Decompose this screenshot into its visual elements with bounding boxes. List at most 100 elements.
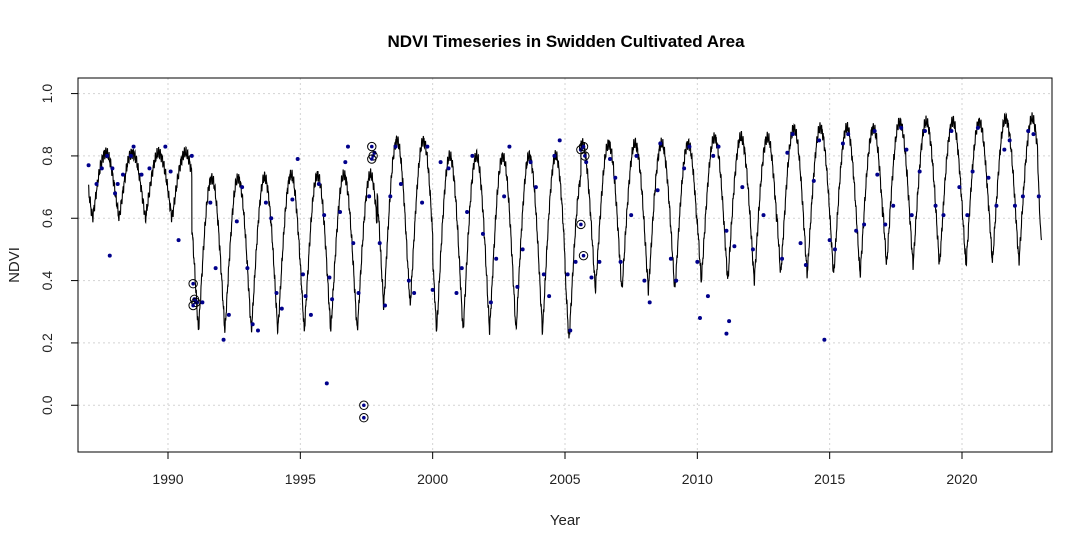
observation-point [975,125,980,130]
observation-point [891,203,896,208]
observation-point [494,256,499,261]
x-tick-label: 2020 [946,471,977,487]
x-axis: 1990 1995 2000 2005 2010 2015 2020 [152,452,978,487]
outlier-point [581,144,586,149]
observation-point [533,185,538,190]
outlier-point [583,154,587,158]
y-tick-label: 0.4 [39,271,55,291]
observation-point [308,312,313,317]
observation-point [300,272,305,277]
observation-point [520,247,525,252]
observation-point [459,266,464,271]
observation-point [565,272,570,277]
observation-point [711,153,716,158]
outlier-ring [580,151,590,161]
observation-point [811,178,816,183]
observation-point [438,160,443,165]
observation-point [446,166,451,171]
observation-point [899,125,904,130]
observation-point [697,315,702,320]
outlier-ring [578,250,589,261]
observation-point [245,266,250,271]
observation-point [120,172,125,177]
observation-point [917,169,922,174]
observation-point [189,153,194,158]
observation-point [168,169,173,174]
x-tick-label: 2015 [814,471,845,487]
outlier-point [369,144,374,149]
observation-point [343,160,348,165]
observation-point [480,231,485,236]
observation-point [724,228,729,233]
observation-point [1007,138,1012,143]
x-tick-label: 2005 [549,471,580,487]
observation-point [113,191,118,196]
observation-point [740,185,745,190]
observation-point [817,138,822,143]
observation-point [716,144,721,149]
observation-point [1020,194,1025,199]
observation-point [351,241,356,246]
observation-point [425,144,430,149]
observation-point [798,241,803,246]
observation-point [875,172,880,177]
outlier-point [362,415,366,420]
observation-point [263,200,268,205]
observation-point [994,203,999,208]
observation-point [634,153,639,158]
observation-point [345,144,350,149]
y-tick-label: 0.8 [39,146,55,166]
outlier-ring [188,300,198,311]
observation-point [316,181,321,186]
observation-point [727,319,732,324]
outlier-ring [359,413,369,423]
observation-point [94,181,99,186]
y-tick-label: 0.6 [39,208,55,228]
observation-point [695,259,700,264]
y-axis: 0.0 0.2 0.4 0.6 0.8 1.0 [39,84,78,415]
observation-point [568,328,573,333]
observation-point [840,141,845,146]
x-tick-label: 1990 [152,471,183,487]
outlier-ring [191,297,201,308]
observation-point [221,337,226,342]
observation-point [128,153,133,158]
observation-point [674,278,679,283]
observation-point [208,200,213,205]
outlier-ring [188,279,198,289]
observation-point [629,213,634,218]
y-tick-label: 0.0 [39,395,55,415]
observations [86,125,1041,386]
y-tick-label: 0.2 [39,333,55,353]
observation-point [949,128,954,133]
observation-point [528,160,533,165]
observation-point [541,272,546,277]
observation-point [110,166,115,171]
observation-point [86,163,91,168]
observation-point [465,210,470,215]
observation-point [552,153,557,158]
observation-point [213,266,218,271]
observation-point [904,147,909,152]
observation-point [139,172,144,177]
observation-point [668,256,673,261]
observation-point [732,244,737,249]
observation-point [883,222,888,227]
observation-point [607,157,612,162]
observation-point [573,259,578,264]
observation-point [131,144,136,149]
observation-point [507,144,512,149]
observation-point [854,228,859,233]
circled-outliers [188,141,590,423]
observation-point [406,278,411,283]
observation-point [941,213,946,218]
observation-point [922,128,927,133]
observation-point [367,194,372,199]
observation-point [234,219,239,224]
observation-point [322,213,327,218]
observation-point [356,291,361,296]
observation-point [303,294,308,299]
x-tick-label: 2010 [682,471,713,487]
observation-point [790,132,795,137]
